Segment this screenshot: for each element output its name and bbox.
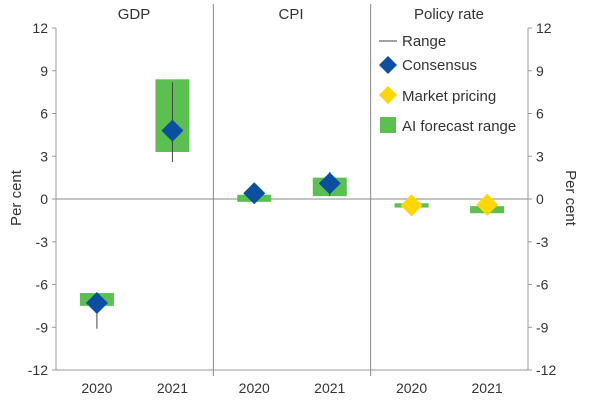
legend-label-ai-forecast-range: AI forecast range: [402, 118, 516, 135]
y-tick-label-left: 6: [40, 106, 48, 122]
y-axis-label-right: Per cent: [562, 170, 579, 227]
panel-title-gdp: GDP: [118, 6, 151, 23]
legend-label-market-pricing: Market pricing: [402, 88, 496, 105]
y-tick-label-left: -12: [28, 362, 48, 378]
y-axis-label-left: Per cent: [8, 169, 25, 226]
y-tick-label-left: 12: [32, 20, 48, 36]
y-tick-label-left: -9: [36, 319, 49, 335]
legend-label-consensus: Consensus: [402, 57, 477, 74]
market-pricing-marker: [476, 193, 499, 216]
consensus-marker: [243, 182, 266, 205]
x-tick-label: 2021: [157, 380, 188, 396]
consensus-marker: [318, 172, 341, 195]
market-pricing-marker: [400, 194, 423, 217]
chart-grid: [55, 4, 529, 376]
x-tick-label: 2020: [239, 380, 270, 396]
y-tick-label-left: -6: [36, 277, 49, 293]
y-tick-label-right: -12: [536, 362, 556, 378]
legend-ai-forecast-symbol: [380, 117, 396, 133]
y-tick-label-left: -3: [36, 234, 49, 250]
x-tick-label: 2020: [81, 380, 112, 396]
ai-forecast-ranges: [79, 79, 505, 306]
y-tick-label-left: 9: [40, 63, 48, 79]
y-tick-label-right: -9: [536, 319, 549, 335]
y-tick-label-left: 3: [40, 148, 48, 164]
y-tick-label-right: 6: [536, 106, 544, 122]
x-axis-ticks: 2020 2021 2020 2021 2020 2021: [81, 380, 503, 396]
y-tick-label-right: -6: [536, 277, 549, 293]
y-axis-ticks: 12 12 9 9 6 6 3 3 0 0 -3 -3 -6 -6 -9 -9 -12 -12: [28, 20, 557, 378]
y-tick-label-left: 0: [40, 191, 48, 207]
x-tick-label: 2021: [314, 380, 345, 396]
x-tick-label: 2020: [396, 380, 427, 396]
legend-label-range: Range: [402, 33, 446, 50]
markers: [85, 119, 499, 315]
y-tick-label-right: 9: [536, 63, 544, 79]
y-tick-label-right: 3: [536, 148, 544, 164]
legend-market-pricing-symbol: [379, 86, 397, 104]
consensus-marker: [85, 292, 108, 315]
y-tick-label-right: 12: [536, 20, 552, 36]
x-tick-label: 2021: [472, 380, 503, 396]
legend-consensus-symbol: [379, 56, 397, 74]
y-tick-label-right: -3: [536, 234, 549, 250]
panel-title-policy-rate: Policy rate: [414, 6, 484, 23]
y-tick-label-right: 0: [536, 191, 544, 207]
consensus-marker: [161, 119, 184, 142]
legend: Range Consensus Market pricing AI foreca…: [379, 33, 516, 135]
panel-title-cpi: CPI: [278, 6, 303, 23]
